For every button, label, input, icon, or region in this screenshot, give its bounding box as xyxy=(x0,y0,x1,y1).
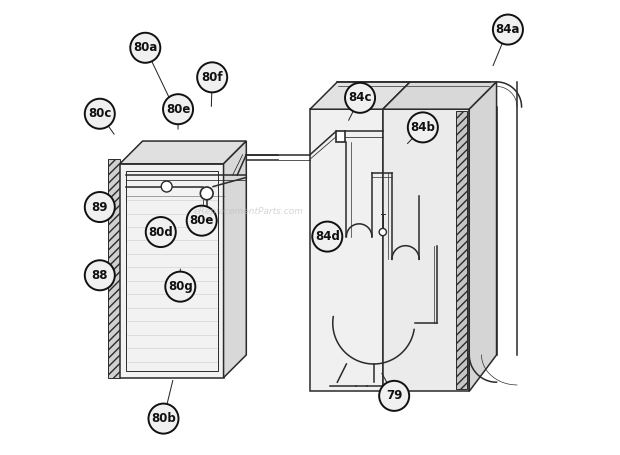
Circle shape xyxy=(85,99,115,129)
Text: 80e: 80e xyxy=(166,103,190,116)
Circle shape xyxy=(148,404,179,434)
Polygon shape xyxy=(310,82,410,109)
Circle shape xyxy=(85,260,115,290)
Polygon shape xyxy=(120,164,224,378)
Text: 80c: 80c xyxy=(88,107,112,120)
Circle shape xyxy=(187,206,217,236)
Text: 84a: 84a xyxy=(495,23,520,36)
Circle shape xyxy=(379,228,386,236)
Circle shape xyxy=(197,62,227,92)
Circle shape xyxy=(166,272,195,302)
Text: 80e: 80e xyxy=(190,214,214,227)
Text: 80d: 80d xyxy=(148,226,173,238)
Circle shape xyxy=(161,181,172,192)
FancyBboxPatch shape xyxy=(337,131,345,142)
Circle shape xyxy=(493,15,523,45)
Circle shape xyxy=(379,381,409,411)
Text: 80f: 80f xyxy=(202,71,223,84)
Text: 84d: 84d xyxy=(315,230,340,243)
Polygon shape xyxy=(383,109,469,391)
Text: eReplacementParts.com: eReplacementParts.com xyxy=(193,207,304,216)
Text: 89: 89 xyxy=(92,201,108,213)
Polygon shape xyxy=(107,159,120,378)
Circle shape xyxy=(146,217,176,247)
Polygon shape xyxy=(310,109,383,391)
Circle shape xyxy=(345,83,375,113)
Polygon shape xyxy=(469,82,497,391)
Circle shape xyxy=(408,112,438,142)
Text: 79: 79 xyxy=(386,389,402,402)
Polygon shape xyxy=(456,111,467,389)
Circle shape xyxy=(200,187,213,200)
Circle shape xyxy=(130,33,161,63)
Circle shape xyxy=(312,222,342,252)
Text: 84c: 84c xyxy=(348,91,372,104)
Circle shape xyxy=(163,94,193,124)
Text: 80g: 80g xyxy=(168,280,193,293)
Polygon shape xyxy=(383,82,497,109)
Text: 84b: 84b xyxy=(410,121,435,134)
Text: 80a: 80a xyxy=(133,41,157,54)
Circle shape xyxy=(85,192,115,222)
Text: 88: 88 xyxy=(92,269,108,282)
Polygon shape xyxy=(224,141,246,378)
Text: 80b: 80b xyxy=(151,412,176,425)
Polygon shape xyxy=(120,141,246,164)
